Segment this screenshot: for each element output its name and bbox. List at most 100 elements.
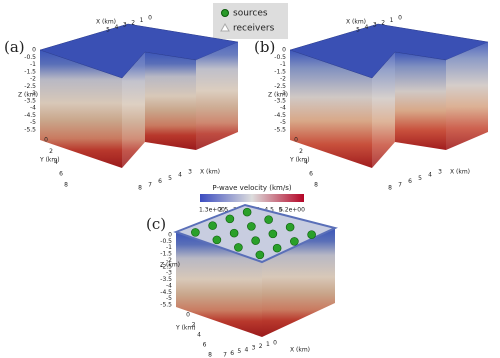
axis-title: X (km) <box>96 19 116 26</box>
panel-label: (c) <box>146 215 166 233</box>
legend-label: receivers <box>233 24 275 34</box>
axis-title: Z (km) <box>268 92 288 99</box>
tick-label: 4 <box>245 346 249 353</box>
face-right <box>395 52 446 150</box>
tick-label: -0.5 <box>24 54 36 61</box>
legend-label: sources <box>233 9 268 19</box>
tick-label: -4.5 <box>24 112 36 119</box>
tick-label: 0 <box>44 137 48 144</box>
tick-label: 6 <box>203 342 207 349</box>
tick-label: 3 <box>252 345 256 352</box>
tick-label: -1 <box>166 244 172 251</box>
panel-label: (a) <box>4 38 25 56</box>
tick-label: 3 <box>373 22 377 29</box>
tick-label: 2 <box>49 148 53 155</box>
tick-label: 2 <box>381 19 385 26</box>
source <box>242 207 252 217</box>
tick-label: -4 <box>280 105 286 112</box>
tick-label: 8 <box>314 182 318 189</box>
tick-label: 0 <box>148 15 152 22</box>
tick-label: 6.2e+00 <box>279 207 305 214</box>
tick-label: -3.5 <box>274 97 286 104</box>
tick-label: 4 <box>178 172 182 179</box>
tick-label: -1 <box>30 61 36 68</box>
source <box>208 221 217 230</box>
tick-label: -3 <box>280 90 286 97</box>
tick-label: 4.5 <box>264 207 274 214</box>
face-top-front <box>196 42 238 150</box>
face-notch <box>372 52 395 168</box>
tick-label: 5 <box>168 175 172 182</box>
tick-label: -5.5 <box>160 302 172 309</box>
source <box>290 237 299 246</box>
tick-label: 0 <box>186 312 190 319</box>
tick-label: -4 <box>30 105 36 112</box>
tick-label: 3 <box>438 169 442 176</box>
tick-label: 4 <box>364 24 368 31</box>
tick-label: 4 <box>54 159 58 166</box>
tick-label: 4 <box>428 172 432 179</box>
tick-label: 3 <box>188 169 192 176</box>
tick-label: 6 <box>158 178 162 185</box>
tick-label: -2 <box>280 76 286 83</box>
tick-label: 1 <box>140 17 144 24</box>
tick-label: -3.5 <box>160 276 172 283</box>
tick-label: -2.5 <box>160 263 172 270</box>
tick-label: 4 <box>304 159 308 166</box>
colorbar: P-wave velocity (km/s) <box>200 184 304 202</box>
tick-label: 6 <box>230 350 234 357</box>
tick-label: -2.5 <box>274 83 286 90</box>
colorbar-title: P-wave velocity (km/s) <box>212 184 291 192</box>
tick-label: -5.5 <box>24 127 36 134</box>
tick-label: -3 <box>166 270 172 277</box>
source <box>251 236 260 245</box>
face-notch <box>122 52 145 168</box>
tick-label: 2 <box>299 148 303 155</box>
axis-title: Z (km) <box>18 92 38 99</box>
tick-label: -0.5 <box>160 238 172 245</box>
tick-label: 2 <box>192 322 196 329</box>
source <box>247 222 256 231</box>
tick-label: -3.5 <box>24 97 36 104</box>
face-left <box>290 50 372 168</box>
tick-label: 8 <box>388 185 392 192</box>
source <box>234 243 243 252</box>
tick-label: -4.5 <box>160 289 172 296</box>
source-icon <box>221 9 229 17</box>
face-left <box>40 50 122 168</box>
tick-label: -1.5 <box>160 251 172 258</box>
tick-label: -5.5 <box>274 127 286 134</box>
tick-label: 2 <box>259 343 263 350</box>
axis-title: Y (km) <box>39 157 60 164</box>
tick-label: -2.5 <box>24 83 36 90</box>
face-top-front <box>446 42 488 150</box>
source <box>285 222 295 232</box>
tick-label: 4 <box>197 332 201 339</box>
legend-box <box>213 3 288 39</box>
axis-title: X (km) <box>346 19 366 26</box>
face-right <box>262 228 335 337</box>
tick-label: -4 <box>166 282 172 289</box>
tick-label: 1.3e+00 <box>199 207 225 214</box>
tick-label: 1 <box>266 341 270 348</box>
tick-label: 2 <box>131 19 135 26</box>
tick-label: 5 <box>279 207 283 214</box>
tick-label: 8 <box>64 182 68 189</box>
panel-label: (b) <box>254 38 275 56</box>
source <box>255 250 265 260</box>
tick-label: -4.5 <box>274 112 286 119</box>
source <box>212 235 222 245</box>
tick-label: -2 <box>30 76 36 83</box>
tick-label: 8 <box>138 185 142 192</box>
source <box>191 228 200 237</box>
face-right <box>145 52 196 150</box>
tick-label: 0 <box>282 47 286 54</box>
tick-label: 2.5 <box>219 207 229 214</box>
tick-label: 4 <box>114 24 118 31</box>
source <box>229 228 239 238</box>
tick-label: -0.5 <box>274 54 286 61</box>
colorbar-bar <box>200 194 304 202</box>
source <box>225 214 235 224</box>
block-c <box>173 203 338 337</box>
